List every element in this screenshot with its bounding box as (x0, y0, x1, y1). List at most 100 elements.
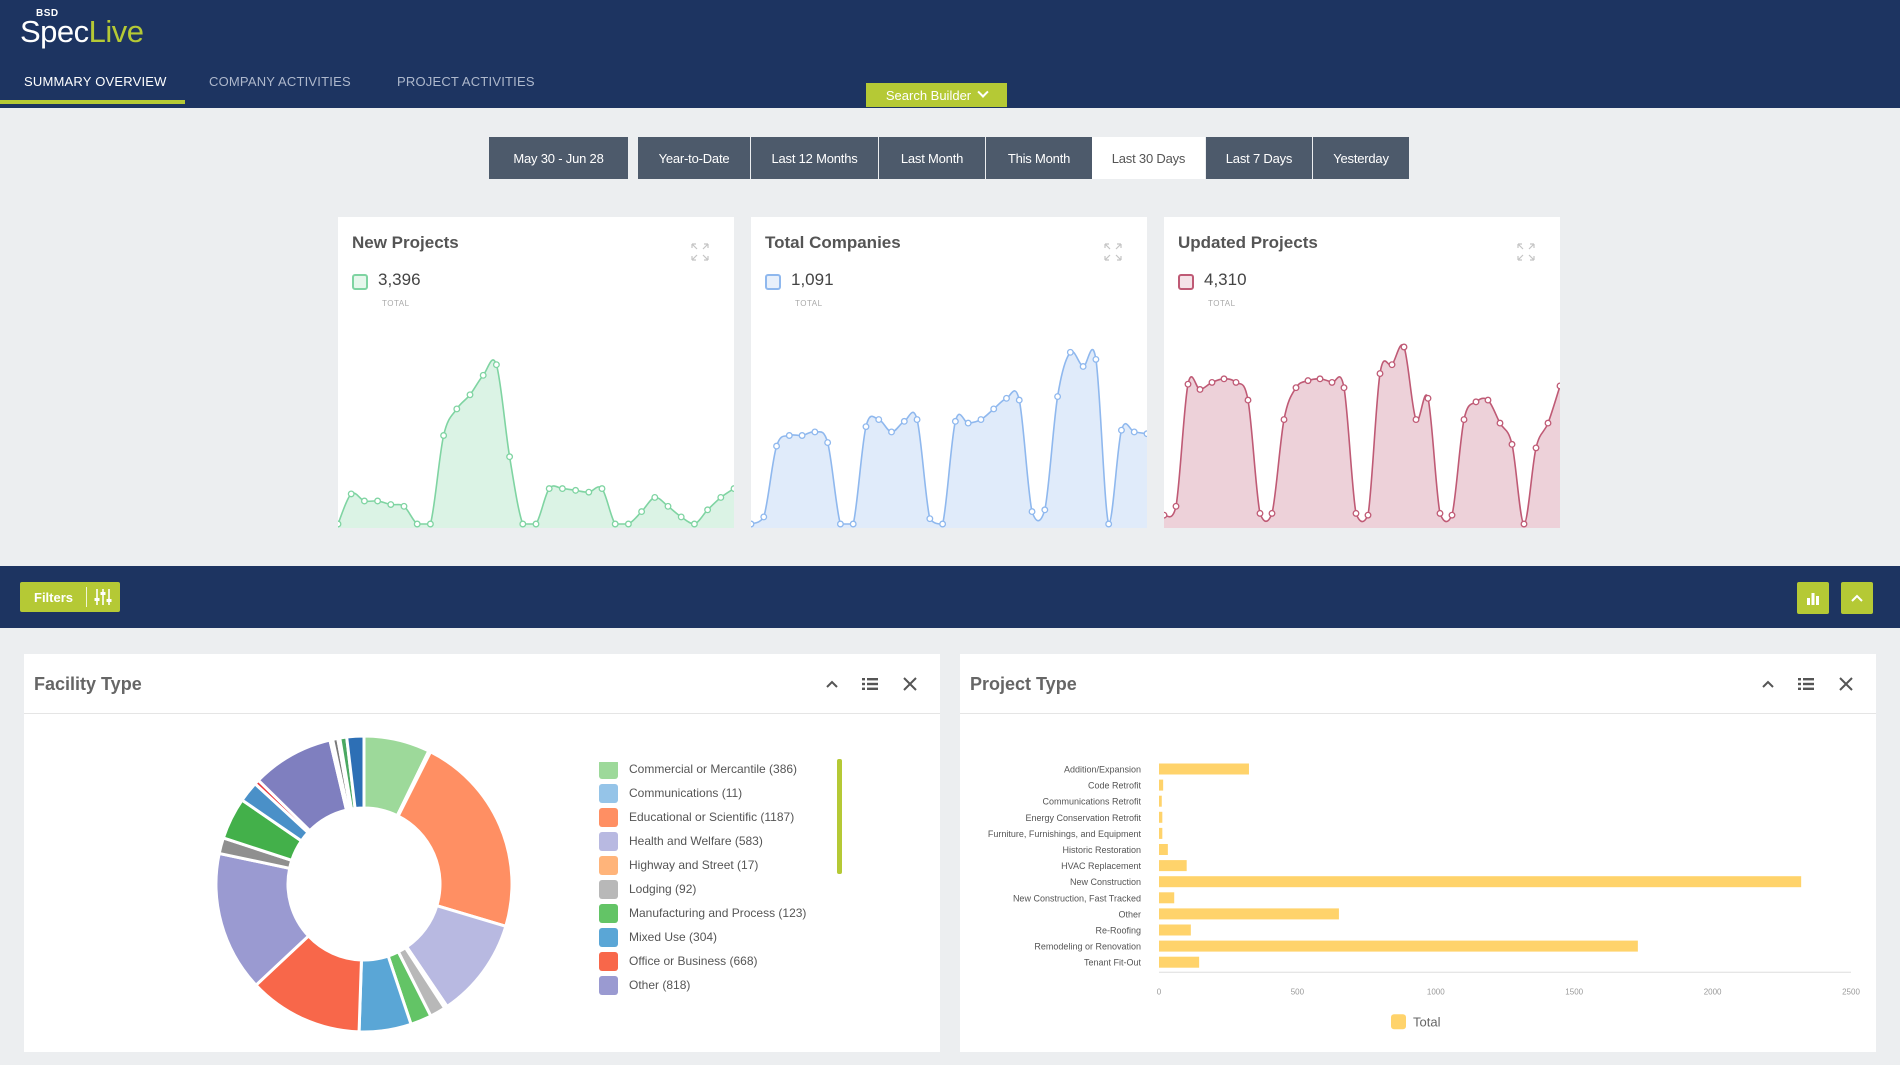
bar[interactable] (1159, 763, 1249, 775)
date-option-last-month[interactable]: Last Month (879, 137, 985, 179)
sparkline-point[interactable] (1508, 440, 1516, 448)
sparkline-point[interactable] (717, 493, 725, 501)
sparkline-point[interactable] (1003, 394, 1010, 402)
sparkline-point[interactable] (1196, 386, 1204, 393)
sparkline-point[interactable] (1079, 363, 1087, 370)
sparkline-point[interactable] (466, 391, 474, 399)
sparkline-point[interactable] (1352, 509, 1360, 517)
sparkline-point[interactable] (532, 520, 540, 528)
sparkline-point[interactable] (1220, 375, 1228, 383)
sparkline-point[interactable] (1520, 520, 1528, 528)
sparkline-point[interactable] (651, 493, 659, 501)
close-icon[interactable] (1836, 674, 1856, 694)
chart-view-button[interactable] (1797, 582, 1829, 614)
sparkline-point[interactable] (1092, 355, 1100, 363)
sparkline-point[interactable] (1484, 396, 1492, 404)
sparkline-point[interactable] (347, 490, 355, 498)
sparkline-point[interactable] (1292, 384, 1300, 392)
sparkline-point[interactable] (964, 419, 972, 427)
sparkline-point[interactable] (1130, 428, 1138, 436)
sparkline-point[interactable] (374, 497, 382, 505)
sparkline-point[interactable] (1472, 398, 1480, 406)
sparkline-point[interactable] (951, 417, 959, 425)
list-icon[interactable] (860, 674, 880, 694)
sparkline-point[interactable] (1388, 361, 1396, 369)
legend-item[interactable]: Manufacturing and Process (123) (599, 904, 839, 923)
tab-project-activities[interactable]: PROJECT ACTIVITIES (397, 74, 535, 89)
close-icon[interactable] (900, 674, 920, 694)
filters-button[interactable]: Filters (20, 582, 120, 612)
sparkline-point[interactable] (1544, 419, 1552, 427)
chevron-up-icon[interactable] (822, 674, 842, 694)
sparkline-point[interactable] (990, 405, 998, 413)
sparkline-point[interactable] (690, 520, 698, 528)
sparkline-point[interactable] (1328, 378, 1336, 386)
expand-icon[interactable] (1516, 242, 1536, 262)
sparkline-point[interactable] (1448, 511, 1456, 519)
sparkline-point[interactable] (1304, 377, 1312, 385)
sparkline-point[interactable] (440, 432, 448, 439)
sparkline-point[interactable] (1340, 384, 1348, 392)
sparkline-point[interactable] (598, 485, 606, 493)
tab-company-activities[interactable]: COMPANY ACTIVITIES (209, 74, 351, 89)
donut-slice[interactable] (344, 734, 366, 811)
legend-item[interactable]: Health and Welfare (583) (599, 832, 839, 851)
tab-summary-overview[interactable]: SUMMARY OVERVIEW (24, 74, 167, 89)
bar[interactable] (1159, 908, 1339, 920)
collapse-button[interactable] (1841, 582, 1873, 614)
date-option-last-30-days[interactable]: Last 30 Days (1092, 137, 1205, 179)
bar[interactable] (1159, 924, 1191, 936)
sparkline-point[interactable] (1118, 426, 1125, 434)
sparkline-point[interactable] (1015, 396, 1023, 404)
date-option-this-month[interactable]: This Month (986, 137, 1092, 179)
sparkline-point[interactable] (1244, 396, 1252, 404)
sparkline-point[interactable] (1041, 506, 1049, 514)
sparkline-point[interactable] (704, 506, 712, 514)
sparkline-point[interactable] (1424, 394, 1432, 402)
sparkline-point[interactable] (939, 520, 947, 528)
sparkline-point[interactable] (836, 520, 844, 528)
sparkline-point[interactable] (585, 488, 593, 496)
sparkline-point[interactable] (862, 423, 870, 431)
date-option-yesterday[interactable]: Yesterday (1313, 137, 1409, 179)
sparkline-point[interactable] (1184, 380, 1192, 388)
chevron-up-icon[interactable] (1758, 674, 1778, 694)
sparkline-point[interactable] (888, 428, 895, 436)
bar[interactable] (1159, 827, 1163, 839)
sparkline-point[interactable] (875, 416, 883, 424)
bar[interactable] (1159, 844, 1168, 855)
sparkline-point[interactable] (360, 497, 368, 505)
sparkline-point[interactable] (849, 520, 857, 528)
legend-swatch[interactable] (1391, 1014, 1406, 1030)
date-range-current[interactable]: May 30 - Jun 28 (489, 137, 628, 179)
sparkline-point[interactable] (1268, 509, 1276, 517)
sparkline-point[interactable] (824, 439, 832, 447)
search-builder-button[interactable]: Search Builder (866, 83, 1007, 107)
sparkline-point[interactable] (572, 486, 580, 494)
sparkline-point[interactable] (1066, 348, 1074, 356)
sparkline-point[interactable] (1412, 416, 1420, 424)
legend-scrollbar[interactable] (837, 759, 842, 874)
sparkline-point[interactable] (413, 520, 421, 528)
legend-item[interactable]: Commercial or Mercantile (386) (599, 762, 839, 779)
sparkline-point[interactable] (1256, 509, 1264, 517)
legend-item[interactable]: Mixed Use (304) (599, 928, 839, 947)
sparkline-point[interactable] (760, 513, 768, 521)
sparkline-point[interactable] (1028, 508, 1036, 516)
date-option-last-12-months[interactable]: Last 12 Months (751, 137, 878, 179)
legend-item[interactable]: Lodging (92) (599, 880, 839, 899)
sparkline-point[interactable] (426, 520, 434, 528)
sparkline-point[interactable] (811, 428, 819, 436)
legend-item[interactable]: Highway and Street (17) (599, 856, 839, 875)
sparkline-point[interactable] (1054, 393, 1062, 401)
sparkline-point[interactable] (1280, 416, 1288, 424)
sparkline-point[interactable] (1105, 520, 1113, 528)
sparkline-point[interactable] (1232, 378, 1240, 386)
sparkline-point[interactable] (773, 442, 780, 450)
sparkline-point[interactable] (1532, 444, 1540, 452)
bar[interactable] (1159, 795, 1162, 807)
sparkline-point[interactable] (545, 485, 553, 493)
sparkline-point[interactable] (1436, 509, 1444, 517)
sparkline-point[interactable] (1400, 343, 1408, 351)
legend-item[interactable]: Educational or Scientific (1187) (599, 808, 839, 827)
